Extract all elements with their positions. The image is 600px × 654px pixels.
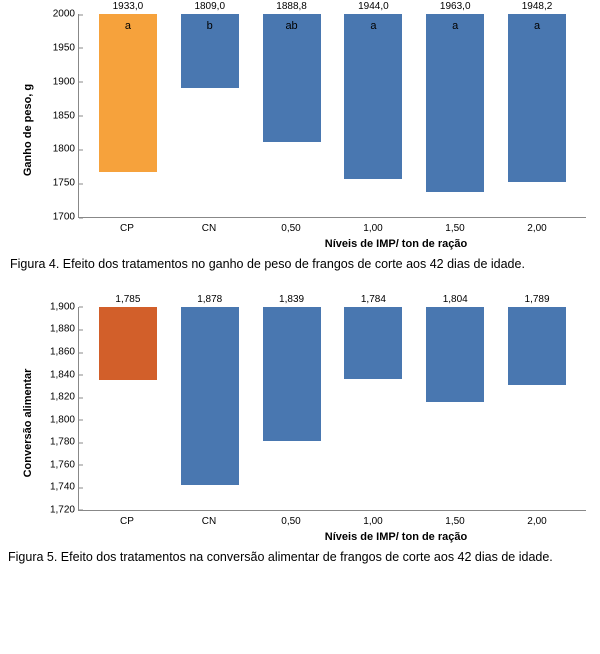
figure5-bar: 1,789 [508, 307, 566, 385]
figure4-bar-slot: 1963,0a [414, 14, 496, 217]
figure4-bar-letter: a [534, 20, 540, 32]
figure5-bar-value: 1,839 [279, 294, 304, 305]
figure5-xcategory: CP [86, 516, 168, 527]
figure4-bar: 1933,0a [99, 14, 157, 172]
figure4-ytick: 1700 [53, 212, 79, 223]
figure5-bar-value: 1,784 [361, 294, 386, 305]
figure4-bar-letter: ab [285, 20, 297, 32]
figure4-bar-value: 1933,0 [113, 1, 144, 12]
figure5-ytick: 1,800 [50, 414, 79, 425]
figure5-ylabel: Conversão alimentar [22, 368, 34, 477]
figure5-bar-slot: 1,789 [496, 307, 578, 510]
figure4-chart: Ganho de peso, g 1933,0a1809,0b1888,8ab1… [36, 10, 592, 250]
figure5-ytick: 1,840 [50, 369, 79, 380]
figure4-xcategory: 1,50 [414, 223, 496, 234]
figure5-ytick: 1,720 [50, 504, 79, 515]
figure5-bar: 1,784 [344, 307, 402, 379]
figure5-bars: 1,785 1,878 1,839 1,784 1,804 1,789 [79, 307, 586, 510]
figure4-bar-letter: a [370, 20, 376, 32]
figure4-bar: 1888,8ab [263, 14, 321, 142]
figure4-bar-value: 1948,2 [522, 1, 553, 12]
figure5-bar: 1,878 [181, 307, 239, 485]
figure5-xlabel: Níveis de IMP/ ton de ração [206, 531, 586, 543]
figure4-xlabel: Níveis de IMP/ ton de ração [206, 238, 586, 250]
figure4-bar: 1948,2a [508, 14, 566, 182]
figure5-xcategory: 1,00 [332, 516, 414, 527]
figure5-bar-slot: 1,804 [414, 307, 496, 510]
figure5-bar: 1,785 [99, 307, 157, 380]
figure5-xcategory: 2,00 [496, 516, 578, 527]
figure4-ytick: 1750 [53, 178, 79, 189]
figure4-xcategory: 2,00 [496, 223, 578, 234]
figure4-ylabel: Ganho de peso, g [22, 84, 34, 176]
figure4-caption: Figura 4. Efeito dos tratamentos no ganh… [8, 256, 592, 273]
figure4-container: Ganho de peso, g 1933,0a1809,0b1888,8ab1… [8, 10, 592, 273]
figure5-ytick: 1,780 [50, 437, 79, 448]
figure4-bar-value: 1809,0 [194, 1, 225, 12]
figure4-plot: 1933,0a 1809,0b 1888,8ab 1944,0a 1963,0a 1948… [78, 14, 586, 218]
figure4-bar-letter: a [452, 20, 458, 32]
figure5-chart: Conversão alimentar 1,7851,8781,8391,784… [36, 303, 592, 543]
figure5-bar: 1,804 [426, 307, 484, 402]
figure4-bar-value: 1963,0 [440, 1, 471, 12]
figure4-bar-slot: 1948,2a [496, 14, 578, 217]
figure4-xcategory: CP [86, 223, 168, 234]
figure4-xcategory: 0,50 [250, 223, 332, 234]
figure4-ytick: 1800 [53, 144, 79, 155]
figure4-bar-slot: 1944,0a [332, 14, 414, 217]
figure4-ytick: 1900 [53, 76, 79, 87]
figure4-xcategory: CN [168, 223, 250, 234]
figure4-bar: 1809,0b [181, 14, 239, 88]
figure4-bar-slot: 1888,8ab [251, 14, 333, 217]
figure4-bars: 1933,0a 1809,0b 1888,8ab 1944,0a 1963,0a 1948… [79, 14, 586, 217]
figure5-plot: 1,7851,8781,8391,7841,8041,789 1,7201,74… [78, 307, 586, 511]
figure5-bar-value: 1,785 [115, 294, 140, 305]
figure4-bar: 1944,0a [344, 14, 402, 179]
figure4-bar-value: 1888,8 [276, 1, 307, 12]
figure5-bar-slot: 1,839 [251, 307, 333, 510]
figure5-xcategory: CN [168, 516, 250, 527]
figure4-bar: 1963,0a [426, 14, 484, 192]
figure5-xcategory: 0,50 [250, 516, 332, 527]
figure4-bar-value: 1944,0 [358, 1, 389, 12]
figure5-xcategory: 1,50 [414, 516, 496, 527]
figure4-bar-slot: 1809,0b [169, 14, 251, 217]
figure4-bar-letter: a [125, 20, 131, 32]
figure5-ytick: 1,900 [50, 301, 79, 312]
figure5-ytick: 1,880 [50, 324, 79, 335]
figure4-xcategories: CPCN0,501,001,502,00 [78, 223, 586, 234]
figure4-ytick: 1950 [53, 42, 79, 53]
figure4-bar-slot: 1933,0a [87, 14, 169, 217]
figure4-ytick: 1850 [53, 110, 79, 121]
figure5-ytick: 1,820 [50, 392, 79, 403]
figure5-bar-value: 1,878 [197, 294, 222, 305]
figure5-bar-value: 1,789 [525, 294, 550, 305]
figure5-ytick: 1,740 [50, 482, 79, 493]
figure5-bar-slot: 1,878 [169, 307, 251, 510]
figure5-bar-slot: 1,784 [332, 307, 414, 510]
figure5-ytick: 1,860 [50, 347, 79, 358]
figure4-xcategory: 1,00 [332, 223, 414, 234]
figure5-ytick: 1,760 [50, 459, 79, 470]
figure5-container: Conversão alimentar 1,785 1,878 1,839 1,784… [8, 303, 592, 566]
figure4-ytick: 2000 [53, 9, 79, 20]
figure5-bar: 1,839 [263, 307, 321, 441]
figure5-bar-value: 1,804 [443, 294, 468, 305]
figure4-bar-letter: b [207, 20, 213, 32]
figure5-xcategories: CPCN0,501,001,502,00 [78, 516, 586, 527]
figure5-bar-slot: 1,785 [87, 307, 169, 510]
figure5-caption: Figura 5. Efeito dos tratamentos na conv… [8, 549, 592, 566]
